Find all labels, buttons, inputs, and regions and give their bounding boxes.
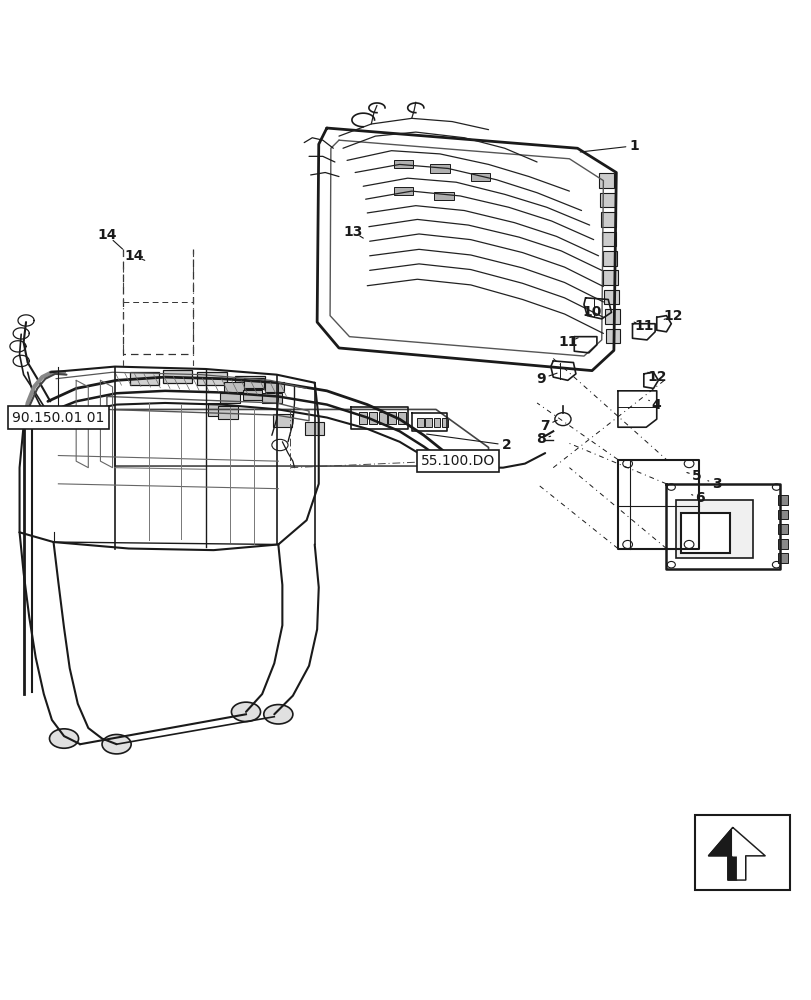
Bar	[131, 372, 159, 385]
Text: 7: 7	[539, 419, 549, 433]
Text: 4: 4	[651, 398, 661, 412]
Text: 11: 11	[633, 319, 653, 333]
Ellipse shape	[231, 702, 260, 722]
Bar	[603, 290, 618, 304]
Bar	[305, 422, 324, 435]
Bar	[599, 173, 613, 188]
Bar	[393, 187, 413, 195]
Bar	[368, 412, 376, 424]
Text: 1: 1	[629, 139, 638, 153]
Bar	[242, 390, 262, 400]
Bar	[601, 232, 616, 246]
Text: 12: 12	[646, 370, 666, 384]
Text: 3: 3	[711, 477, 720, 491]
Text: 55.100.DO: 55.100.DO	[420, 454, 495, 468]
Text: 10: 10	[581, 305, 601, 319]
Bar	[430, 164, 449, 173]
Bar	[425, 418, 431, 427]
Bar	[605, 329, 620, 343]
Bar	[197, 372, 226, 385]
Bar	[218, 406, 238, 419]
Bar	[162, 370, 191, 383]
Bar	[434, 192, 453, 200]
Polygon shape	[708, 827, 764, 880]
Bar	[262, 393, 281, 403]
Text: 8: 8	[535, 432, 545, 446]
Text: 90.150.01 01: 90.150.01 01	[12, 411, 105, 425]
Bar	[602, 251, 616, 266]
Text: 13: 13	[342, 225, 362, 239]
Bar	[603, 270, 617, 285]
Bar	[604, 309, 619, 324]
Bar	[378, 412, 386, 424]
Ellipse shape	[49, 729, 79, 748]
Bar	[777, 553, 787, 563]
Bar	[272, 414, 292, 427]
Bar	[777, 524, 787, 534]
Bar	[777, 539, 787, 549]
Bar	[680, 513, 728, 553]
Bar	[470, 173, 490, 181]
Text: 11: 11	[557, 335, 577, 349]
Text: 14: 14	[124, 249, 144, 263]
Text: 2: 2	[501, 438, 511, 452]
Ellipse shape	[102, 734, 131, 754]
Bar	[358, 412, 367, 424]
Bar	[433, 418, 440, 427]
Bar	[393, 160, 413, 168]
Text: 9: 9	[535, 372, 545, 386]
Bar	[208, 403, 227, 416]
Bar	[600, 212, 615, 227]
Bar	[599, 193, 614, 207]
Bar	[441, 418, 448, 427]
Bar	[235, 376, 264, 389]
Text: 14: 14	[97, 228, 117, 242]
Text: 12: 12	[663, 309, 682, 323]
Bar	[676, 500, 752, 558]
Bar	[777, 495, 787, 505]
Bar	[397, 412, 406, 424]
Bar	[417, 418, 423, 427]
Polygon shape	[732, 827, 764, 880]
Text: 5: 5	[692, 469, 702, 483]
Text: 6: 6	[695, 491, 705, 505]
Bar	[694, 815, 789, 890]
Bar	[244, 378, 264, 388]
Ellipse shape	[264, 705, 293, 724]
Bar	[388, 412, 396, 424]
Bar	[264, 382, 284, 392]
Bar	[220, 393, 239, 403]
Bar	[224, 382, 243, 392]
Bar	[777, 510, 787, 519]
